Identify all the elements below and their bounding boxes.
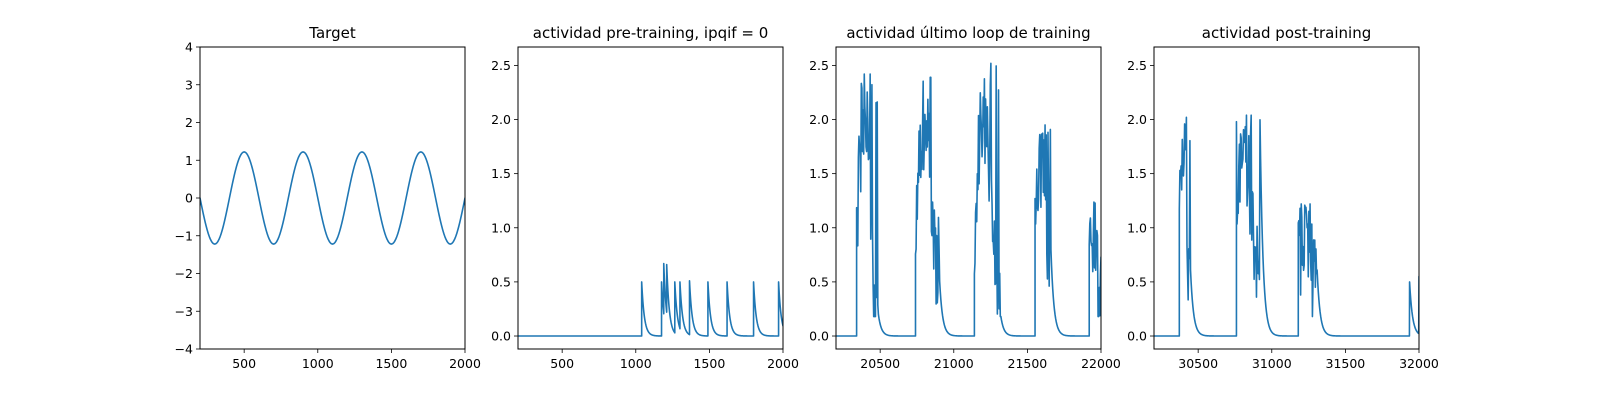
series-line-1 — [200, 151, 465, 245]
series-line-1 — [1154, 114, 1419, 337]
subplot-3: 20500 21000 21500 22000 0.0 0.5 1.0 1.5 2.0 2.5 ac… — [809, 24, 1121, 371]
y-tick-label: 2.0 — [1127, 112, 1147, 127]
x-tick-label: 1000 — [302, 356, 334, 371]
subplot-1: 500 1000 1500 2000 −4 −3 −2 −1 0 1 2 3 4 Target — [175, 24, 481, 371]
x-tick-label: 2000 — [767, 356, 799, 371]
y-tick-label: 1 — [185, 153, 193, 168]
y-tick-label: −1 — [175, 228, 193, 243]
y-tick-label: −2 — [175, 266, 193, 281]
y-tick-label: 0.5 — [1127, 274, 1147, 289]
y-tick-label: 1.5 — [1127, 166, 1147, 181]
x-tick-label: 20500 — [860, 356, 900, 371]
y-tick-label: 0.0 — [809, 329, 829, 344]
y-tick-label: 0.5 — [491, 274, 511, 289]
y-tick-label: 0.5 — [809, 274, 829, 289]
subplot-4: 30500 31000 31500 32000 0.0 0.5 1.0 1.5 2.0 2.5 ac… — [1127, 24, 1439, 371]
y-tick-label: −3 — [175, 304, 193, 319]
x-tick-label: 22000 — [1081, 356, 1121, 371]
x-tick-label: 2000 — [449, 356, 481, 371]
axes-title: actividad pre-training, ipqif = 0 — [533, 24, 769, 42]
series-line-1 — [518, 262, 783, 337]
x-tick-label: 32000 — [1399, 356, 1439, 371]
series-line-1 — [836, 62, 1101, 337]
y-tick-label: 2 — [185, 115, 193, 130]
y-tick-label: −4 — [175, 342, 193, 357]
axes-title: actividad post-training — [1202, 24, 1371, 42]
axes-title: actividad último loop de training — [846, 24, 1090, 42]
y-tick-label: 1.5 — [809, 166, 829, 181]
x-tick-label: 21500 — [1008, 356, 1048, 371]
x-tick-label: 500 — [550, 356, 574, 371]
y-tick-label: 2.5 — [491, 58, 511, 73]
axes-title: Target — [308, 24, 356, 42]
x-tick-label: 31000 — [1252, 356, 1292, 371]
y-tick-label: 2.5 — [1127, 58, 1147, 73]
axes-frame — [835, 46, 1102, 350]
y-tick-label: 0 — [185, 191, 193, 206]
y-tick-label: 0.0 — [1127, 329, 1147, 344]
axes-frame — [1153, 46, 1420, 350]
y-tick-label: 1.5 — [491, 166, 511, 181]
y-tick-label: 3 — [185, 77, 193, 92]
x-tick-label: 30500 — [1178, 356, 1218, 371]
y-tick-label: 2.5 — [809, 58, 829, 73]
x-tick-label: 31500 — [1326, 356, 1366, 371]
y-tick-label: 0.0 — [491, 329, 511, 344]
x-tick-label: 500 — [232, 356, 256, 371]
y-tick-label: 2.0 — [491, 112, 511, 127]
x-tick-label: 1500 — [375, 356, 407, 371]
y-tick-label: 1.0 — [491, 220, 511, 235]
y-tick-label: 2.0 — [809, 112, 829, 127]
y-tick-label: 1.0 — [1127, 220, 1147, 235]
y-tick-label: 4 — [185, 40, 193, 55]
axes-frame — [517, 46, 784, 350]
x-tick-label: 1500 — [693, 356, 725, 371]
x-tick-label: 1000 — [620, 356, 652, 371]
y-tick-label: 1.0 — [809, 220, 829, 235]
x-tick-label: 21000 — [934, 356, 974, 371]
subplot-2: 500 1000 1500 2000 0.0 0.5 1.0 1.5 2.0 2.5 activid… — [491, 24, 799, 371]
